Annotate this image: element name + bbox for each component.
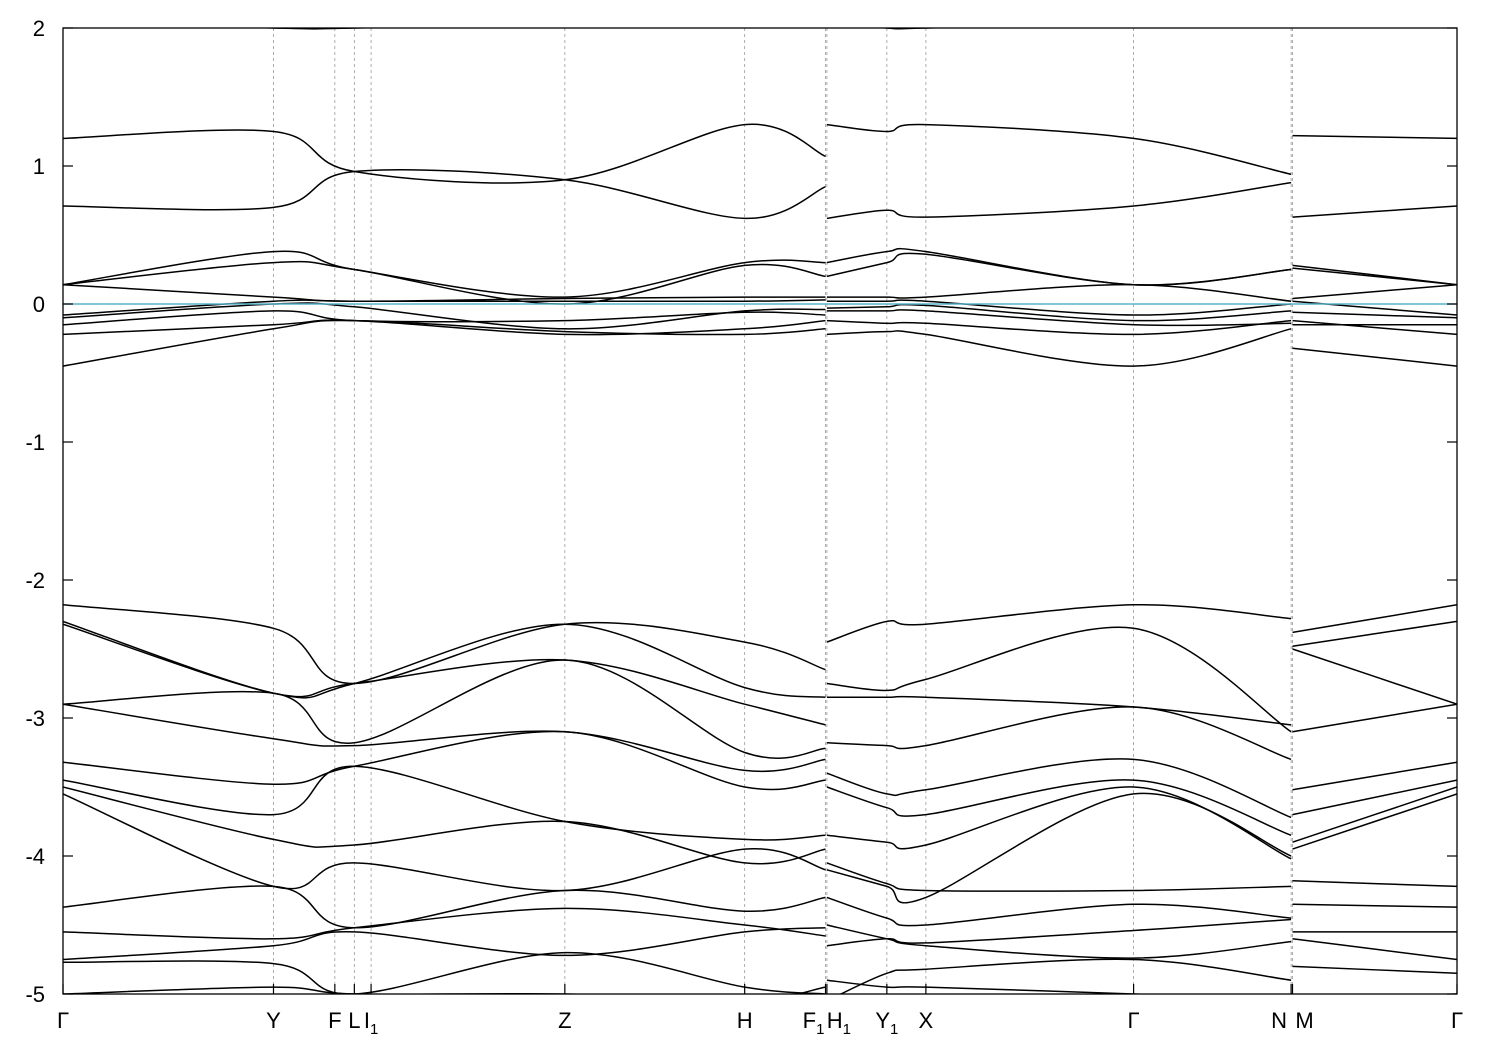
band-line-3 bbox=[63, 907, 826, 940]
band-line-13 bbox=[63, 604, 826, 685]
band-line-11 bbox=[1292, 648, 1457, 705]
x-axis-kpoint-labels: Γ Y F L I1 Z H F1 H1 Y1 X Γ N M Γ bbox=[57, 984, 1463, 1038]
band-line-1 bbox=[63, 951, 826, 994]
band-line-5 bbox=[826, 862, 1292, 892]
band-line-9 bbox=[1292, 761, 1457, 791]
band-line-14 bbox=[63, 319, 826, 367]
band-line-19 bbox=[1292, 283, 1457, 300]
band-line-4 bbox=[63, 885, 826, 929]
band-line-14 bbox=[1292, 347, 1457, 367]
band-line-19 bbox=[826, 283, 1292, 302]
band-line-7 bbox=[63, 765, 826, 841]
y-tick-label: 1 bbox=[33, 154, 45, 179]
band-line-17 bbox=[63, 302, 826, 330]
band-line-20 bbox=[63, 260, 826, 305]
band-line-16 bbox=[826, 309, 1292, 327]
band-line-23 bbox=[63, 123, 826, 184]
band-line-2 bbox=[63, 927, 826, 961]
band-line-2 bbox=[1292, 938, 1457, 961]
plot-frame bbox=[62, 27, 1458, 995]
y-tick-label: 2 bbox=[33, 16, 45, 41]
band-line-6 bbox=[826, 792, 1292, 904]
band-line-19 bbox=[63, 283, 826, 302]
band-line-0 bbox=[63, 986, 826, 994]
band-line-23 bbox=[826, 123, 1292, 176]
y-tick-label: -1 bbox=[25, 430, 45, 455]
band-line-9 bbox=[826, 758, 1292, 819]
kpoint-label: I1 bbox=[364, 1008, 378, 1038]
y-tick-label: -2 bbox=[25, 568, 45, 593]
kpoint-label: Z bbox=[558, 1008, 571, 1033]
band-line-4 bbox=[826, 896, 1292, 927]
band-line-12 bbox=[1292, 620, 1457, 647]
band-line-1 bbox=[1292, 965, 1457, 975]
kpoint-label: X bbox=[919, 1008, 934, 1033]
band-line-0 bbox=[1438, 993, 1457, 994]
band-line-12 bbox=[826, 626, 1292, 733]
band-line-9 bbox=[63, 703, 826, 773]
band-line-13 bbox=[826, 604, 1292, 643]
band-line-8 bbox=[826, 779, 1292, 837]
kpoint-label: H1 bbox=[827, 1008, 851, 1038]
band-line-10 bbox=[1292, 703, 1457, 733]
band-line-6 bbox=[63, 786, 826, 865]
band-line-14 bbox=[826, 328, 1292, 367]
band-line-21 bbox=[826, 247, 1292, 286]
band-line-22 bbox=[1292, 205, 1457, 218]
band-line-10 bbox=[826, 706, 1292, 761]
band-line-3 bbox=[826, 918, 1292, 947]
band-line-7 bbox=[826, 786, 1292, 860]
y-tick-label: -4 bbox=[25, 844, 45, 869]
band-line-4 bbox=[1292, 903, 1457, 908]
y-tick-label: -5 bbox=[25, 982, 45, 1007]
kpoint-label: Y1 bbox=[875, 1008, 898, 1038]
band-line-22 bbox=[826, 181, 1292, 220]
kpoint-label: Γ bbox=[1128, 1008, 1140, 1033]
kpoint-gridlines bbox=[273, 28, 1293, 994]
band-line-15 bbox=[826, 319, 1292, 336]
band-line-5 bbox=[1292, 880, 1457, 888]
kpoint-label: M bbox=[1295, 1008, 1313, 1033]
band-line-0 bbox=[826, 979, 1153, 994]
band-line-18 bbox=[826, 299, 1292, 316]
band-line-21 bbox=[1292, 264, 1457, 286]
band-line-1 bbox=[839, 958, 1292, 994]
band-line-8 bbox=[63, 730, 826, 791]
band-line-12 bbox=[63, 620, 826, 699]
band-line-16 bbox=[63, 310, 826, 326]
band-line-13 bbox=[1292, 604, 1457, 634]
kpoint-label: Γ bbox=[1451, 1008, 1463, 1033]
band-line-10 bbox=[63, 659, 826, 759]
band-line-17 bbox=[826, 303, 1292, 322]
band-line-22 bbox=[63, 169, 826, 220]
kpoint-label: F bbox=[328, 1008, 341, 1033]
kpoint-label: F1 bbox=[803, 1008, 825, 1038]
y-tick-label: 0 bbox=[33, 292, 45, 317]
band-line-8 bbox=[1292, 779, 1457, 816]
band-line-15 bbox=[63, 319, 826, 336]
band-line-18 bbox=[1292, 300, 1457, 316]
band-line-11 bbox=[826, 695, 1292, 726]
kpoint-label: N bbox=[1271, 1008, 1287, 1033]
band-line-23 bbox=[1292, 134, 1457, 140]
y-axis-ticks: -5 -4 -3 -2 -1 0 1 2 bbox=[25, 16, 1457, 1007]
band-lines bbox=[63, 28, 1457, 994]
band-line-17 bbox=[1292, 311, 1457, 319]
band-line-15 bbox=[1292, 319, 1457, 336]
band-line-18 bbox=[63, 299, 826, 316]
kpoint-label: Γ bbox=[57, 1008, 69, 1033]
y-tick-label: -3 bbox=[25, 706, 45, 731]
kpoint-label: H bbox=[737, 1008, 753, 1033]
band-line-5 bbox=[63, 793, 826, 892]
band-line-21 bbox=[63, 250, 826, 298]
band-line-7 bbox=[1292, 786, 1457, 843]
kpoint-label: Y bbox=[266, 1008, 281, 1033]
kpoint-label: L bbox=[348, 1008, 360, 1033]
band-line-6 bbox=[1292, 793, 1457, 850]
